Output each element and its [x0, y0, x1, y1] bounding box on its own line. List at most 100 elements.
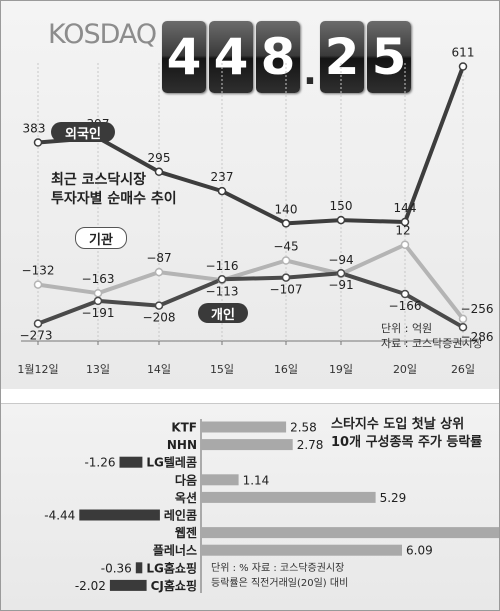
line-chart-source-note: 자료 : 코스닥증권시장: [381, 337, 483, 350]
data-label: 383: [23, 121, 46, 135]
x-tick-label: 15일: [210, 362, 234, 376]
series-point: [400, 289, 410, 299]
data-label: −166: [389, 299, 422, 313]
legend-foreigner: 외국인: [51, 122, 115, 142]
data-label: −91: [328, 278, 353, 292]
series-line-2: [37, 271, 464, 329]
x-tick-label: 20일: [393, 362, 417, 376]
line-chart-title: 최근 코스닥시장 투자자별 순매수 추이: [51, 171, 177, 209]
value-label: 2.78: [297, 438, 324, 452]
bar: [201, 491, 376, 503]
bar-chart-title: 스타지수 도입 첫날 상위 10개 구성종목 주가 등락률: [331, 416, 482, 452]
bar: [201, 421, 287, 433]
data-label: −45: [273, 239, 298, 253]
category-label: 옥션: [175, 490, 197, 505]
kosdaq-logo: KOSDAQ: [48, 19, 157, 50]
data-label: −163: [82, 272, 115, 286]
series-point: [154, 301, 164, 310]
legend-institution: 기관: [75, 227, 127, 249]
data-label: 611: [452, 46, 475, 60]
legend-individual: 개인: [198, 303, 248, 323]
category-label: 플레너스: [153, 543, 197, 558]
index-digit: 5: [367, 21, 411, 93]
index-digit: 2: [320, 21, 364, 93]
index-digit: 8: [256, 21, 300, 93]
value-label: 2.58: [290, 421, 317, 435]
series-point: [281, 256, 291, 265]
data-label: −273: [20, 329, 53, 343]
index-decimal-point: .: [303, 52, 317, 93]
data-label: −191: [82, 306, 115, 320]
x-tick-label: 26일: [451, 362, 475, 376]
line-chart-title-line1: 최근 코스닥시장: [51, 172, 147, 188]
data-label: 295: [148, 151, 171, 165]
category-label: NHN: [167, 438, 197, 452]
series-point: [154, 167, 164, 177]
index-display: 4 4 8 . 2 5: [162, 17, 414, 93]
line-chart-unit-note: 단위 : 억원: [381, 322, 433, 335]
series-line-1: [37, 242, 465, 321]
data-label: 144: [394, 201, 417, 215]
series-point: [400, 217, 410, 227]
value-label: -1.26: [84, 456, 115, 470]
bar-chart-title-line1: 스타지수 도입 첫날 상위: [331, 417, 465, 432]
x-tick-label: 14일: [147, 362, 171, 376]
x-tick-label: 13일: [86, 362, 110, 376]
series-point: [336, 215, 346, 225]
bar-chart-unit-source-note: 단위 : % 자료 : 코스닥증권시장: [211, 563, 345, 574]
series-point: [458, 322, 468, 332]
category-label: 웹젠: [175, 525, 197, 540]
line-chart-note: 단위 : 억원 자료 : 코스닥증권시장: [381, 321, 483, 351]
data-label: −87: [146, 251, 171, 265]
series-point: [281, 273, 291, 282]
data-label: −208: [143, 311, 176, 325]
x-tick-label: 1월12일: [17, 362, 58, 376]
bar: [201, 439, 293, 451]
x-tick-label: 19일: [329, 362, 353, 376]
series-point: [33, 138, 43, 147]
data-label: 140: [275, 202, 298, 216]
series-point: [93, 296, 103, 306]
data-label: 150: [330, 199, 353, 213]
bar: [135, 562, 143, 574]
bar-chart-panel: [1, 403, 499, 610]
data-label: −113: [206, 284, 239, 298]
data-label: 12: [395, 224, 410, 238]
category-label: KTF: [171, 421, 197, 435]
category-label: LG텔레콤: [146, 455, 197, 470]
bar: [109, 579, 147, 591]
investor-net-buying-line-chart: 1월12일13일14일15일16일19일20일26일38339729523714…: [17, 46, 494, 376]
x-tick-label: 16일: [274, 362, 298, 376]
bar-chart-basis-note: 등락률은 직전거래일(20일) 대비: [211, 578, 349, 589]
category-label: 다음: [175, 472, 197, 487]
series-point: [154, 267, 164, 277]
data-label: −132: [22, 264, 55, 278]
series-point: [400, 240, 410, 249]
data-label: −116: [206, 259, 239, 273]
series-point: [33, 280, 43, 289]
series-point: [217, 275, 227, 284]
series-line-0: [37, 65, 465, 226]
category-label: LG홈쇼핑: [146, 560, 197, 575]
data-label: 237: [211, 170, 234, 184]
bar: [201, 544, 402, 556]
value-label: 6.09: [406, 544, 433, 558]
bar: [201, 527, 499, 539]
bar: [201, 474, 239, 486]
value-label: -2.02: [75, 579, 106, 593]
series-point: [336, 268, 346, 278]
bar: [79, 509, 160, 521]
series-point: [281, 219, 291, 228]
value-label: 1.14: [243, 473, 270, 487]
value-label: 5.29: [380, 491, 407, 505]
series-point: [217, 186, 227, 196]
data-label: −94: [328, 253, 353, 267]
data-label: −107: [270, 283, 303, 297]
series-point: [458, 314, 468, 324]
line-chart-title-line2: 투자자별 순매수 추이: [51, 191, 177, 207]
panel-divider: [1, 389, 499, 403]
value-label: -0.36: [101, 561, 132, 575]
category-label: 레인콤: [164, 508, 197, 523]
data-label: −286: [461, 330, 494, 344]
